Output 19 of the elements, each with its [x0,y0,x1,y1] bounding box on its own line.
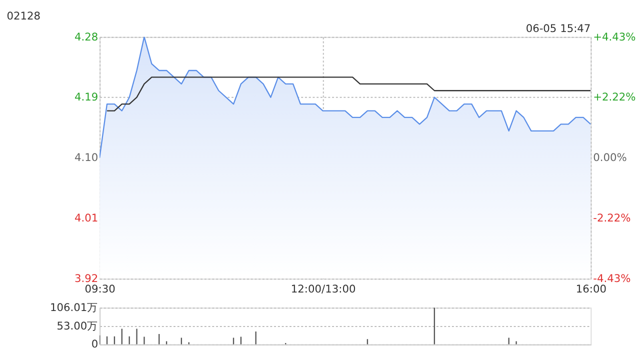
y-tick-label: 4.01 [74,212,98,225]
text: 06-05 15:47 [526,22,591,36]
x-tick-label: 09:30 [84,282,116,296]
y-tick-label: 3.92 [74,272,98,285]
y-tick-label: 4.19 [74,90,98,104]
y-tick-label: 106.01万 [50,300,98,314]
y-tick-label: 4.10 [74,151,98,164]
y2-tick-label: 0.00% [593,151,627,164]
y2-tick-label: +2.22% [593,90,636,104]
y2-tick-label: -4.43% [593,272,631,285]
y-tick-label: 53.00万 [56,319,98,332]
x-tick-label: 12:00/13:00 [290,282,356,296]
y-tick-label: 4.28 [74,30,98,44]
line-series [106,76,591,112]
y-tick-label: 0 [91,338,98,351]
chart-title: 02128 [6,10,41,23]
y2-tick-label: +4.43% [593,30,636,44]
x-tick-label: 16:00 [576,282,607,296]
y2-tick-label: -2.22% [593,212,631,225]
